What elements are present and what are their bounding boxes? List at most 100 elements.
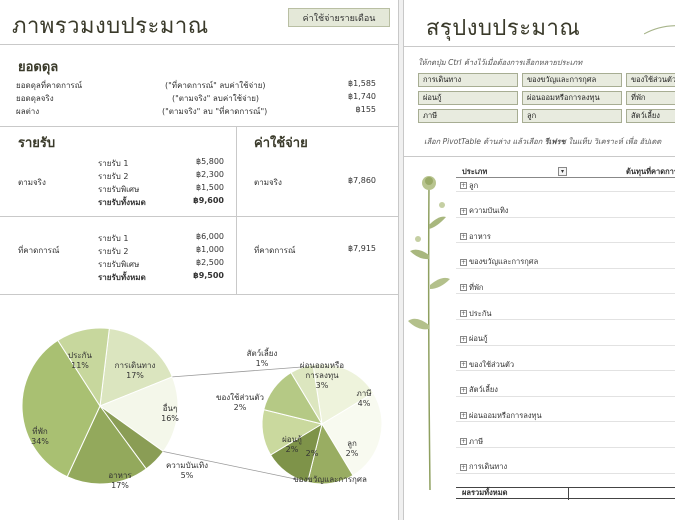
expand-icon[interactable]: + xyxy=(460,438,467,445)
pivot-row-label: ผ่อนกู้ xyxy=(469,334,488,344)
pivot-row[interactable]: + ลูก xyxy=(456,180,675,192)
expense-projected-value: ฿7,915 xyxy=(348,244,376,253)
pie-data-label: ภาษี 4% xyxy=(356,389,371,408)
slicer-button-gifts[interactable]: ของขวัญและการกุศล xyxy=(522,73,622,87)
slicer-button-travel[interactable]: การเดินทาง xyxy=(418,73,518,87)
pie-slice xyxy=(99,328,174,407)
expand-icon[interactable]: + xyxy=(460,361,467,369)
pie-slice xyxy=(98,376,179,453)
pie-data-label: ที่พัก 34% xyxy=(31,425,49,446)
income-row-label: รายรับพิเศษ xyxy=(98,185,140,194)
leaf-decoration-icon xyxy=(644,25,675,35)
slicer-button-loans[interactable]: ผ่อนกู้ xyxy=(418,91,518,105)
income-row-label: รายรับพิเศษ xyxy=(98,260,140,269)
expand-icon[interactable]: + xyxy=(460,207,467,215)
pie-data-label: ผ่อนออมหรือการลงทุน 3% xyxy=(300,361,344,390)
income-total-value: ฿9,600 xyxy=(193,196,224,205)
expand-icon[interactable]: + xyxy=(460,258,467,266)
income-row-label: รายรับ 1 xyxy=(98,234,129,243)
divider xyxy=(568,488,569,500)
pie-slice xyxy=(312,363,375,425)
pivot-row[interactable]: + อาหาร xyxy=(456,231,675,244)
balance-row-value: ฿1,585 xyxy=(348,79,376,88)
balance-row-formula: ("ที่คาดการณ์" ลบค่าใช้จ่าย) xyxy=(165,81,266,90)
income-row-value: ฿5,800 xyxy=(196,157,224,166)
pivot-row[interactable]: + ผ่อนออมหรือการลงทุน xyxy=(456,410,675,423)
summary-title: สรุปงบประมาณ xyxy=(426,16,581,41)
pie-slice xyxy=(290,364,323,425)
expense-heading: ค่าใช้จ่าย xyxy=(254,136,308,151)
income-total-label: รายรับทั้งหมด xyxy=(98,198,146,207)
pie-data-label: อื่นๆ 16% xyxy=(161,402,179,423)
connector-line xyxy=(163,451,301,481)
pivot-row[interactable]: + ภาษี xyxy=(456,436,675,448)
pivot-row[interactable]: + สัตว์เลี้ยง xyxy=(456,385,675,397)
pie-slice xyxy=(66,405,147,485)
income-row-label: รายรับ 2 xyxy=(98,247,129,256)
pivot-header: ประเภท ▾ ต้นทุนที่คาดการ xyxy=(456,166,675,178)
expense-actual-value: ฿7,860 xyxy=(348,176,376,185)
expand-icon[interactable]: + xyxy=(460,182,467,189)
pivot-row[interactable]: + ความบันเทิง xyxy=(456,206,675,218)
expand-icon[interactable]: + xyxy=(460,386,467,394)
pivot-row[interactable]: + ที่พัก xyxy=(456,282,675,295)
balance-row-value: ฿1,740 xyxy=(348,92,376,101)
income-row-value: ฿1,000 xyxy=(196,245,224,254)
income-actual-label: ตามจริง xyxy=(18,178,46,187)
expand-icon[interactable]: + xyxy=(460,310,467,317)
pie-slice xyxy=(21,339,101,478)
balance-row-label: ยอดดุลจริง xyxy=(16,94,54,103)
income-row-value: ฿6,000 xyxy=(196,232,224,241)
pivot-row-label: ความบันเทิง xyxy=(469,206,509,216)
divider xyxy=(404,156,675,157)
pie-data-label: 2% xyxy=(306,449,319,458)
divider xyxy=(0,216,398,217)
divider xyxy=(236,126,237,294)
pie-slice xyxy=(57,327,110,408)
expand-icon[interactable]: + xyxy=(460,463,467,471)
pivot-total-row: ผลรวมทั้งหมด xyxy=(456,487,675,500)
pie-data-label: การเดินทาง 17% xyxy=(115,361,156,380)
expand-icon[interactable]: + xyxy=(460,233,467,241)
slicer-button-personal[interactable]: ของใช้ส่วนตัว xyxy=(626,73,675,87)
pivot-row[interactable]: + ผ่อนกู้ xyxy=(456,334,675,346)
page-title: ภาพรวมงบประมาณ xyxy=(12,14,209,39)
expand-icon[interactable]: + xyxy=(460,284,467,292)
monthly-expense-button[interactable]: ค่าใช้จ่ายรายเดือน xyxy=(288,8,390,27)
pivot-row[interactable]: + การเดินทาง xyxy=(456,462,675,474)
slicer-button-housing[interactable]: ที่พัก xyxy=(626,91,675,105)
expand-icon[interactable]: + xyxy=(460,412,467,420)
pie-data-label: ของขวัญและการกุศล xyxy=(293,475,367,484)
divider xyxy=(404,46,675,47)
sheet-separator xyxy=(398,0,404,520)
pie-data-label: ลูก 2% xyxy=(346,439,359,458)
expense-actual-label: ตามจริง xyxy=(254,178,282,187)
pivot-row-label: ของขวัญและการกุศล xyxy=(469,257,539,267)
divider xyxy=(0,294,398,295)
income-row-value: ฿2,500 xyxy=(196,258,224,267)
budget-overview-sheet: ภาพรวมงบประมาณ ค่าใช้จ่ายรายเดือน ยอดดุล… xyxy=(0,8,398,490)
income-total-value: ฿9,500 xyxy=(193,271,224,280)
balance-row-label: ผลต่าง xyxy=(16,107,40,116)
expense-projected-label: ที่คาดการณ์ xyxy=(254,246,296,255)
pie-data-label: ของใช้ส่วนตัว 2% xyxy=(216,393,264,412)
balance-row-formula: ("ตามจริง" ลบค่าใช้จ่าย) xyxy=(172,94,260,103)
slicer-button-taxes[interactable]: ภาษี xyxy=(418,109,518,123)
slicer-button-pets[interactable]: สัตว์เลี้ยง xyxy=(626,109,675,123)
expand-icon[interactable]: + xyxy=(460,335,467,343)
pie-data-label: ผ่อนกู้ 2% xyxy=(282,435,302,454)
pivot-row-label: ประกัน xyxy=(469,308,492,318)
income-heading: รายรับ xyxy=(18,136,56,151)
filter-dropdown-icon[interactable]: ▾ xyxy=(558,167,567,176)
flower-decoration-icon xyxy=(408,176,450,491)
pivot-hint: เลือก PivotTable ด้านล่าง แล้วเลือก รีเฟ… xyxy=(424,137,662,146)
pivot-row-label: ภาษี xyxy=(469,436,484,446)
income-row-label: รายรับ 1 xyxy=(98,159,129,168)
slicer-button-savings[interactable]: ผ่อนออมหรือการลงทุน xyxy=(522,91,622,105)
balance-row-label: ยอดดุลที่คาดการณ์ xyxy=(16,81,83,90)
pivot-row[interactable]: + ประกัน xyxy=(456,308,675,320)
pivot-row-label: อาหาร xyxy=(469,231,491,241)
slicer-button-children[interactable]: ลูก xyxy=(522,109,622,123)
pivot-row[interactable]: + ของใช้ส่วนตัว xyxy=(456,359,675,372)
pivot-row[interactable]: + ของขวัญและการกุศล xyxy=(456,257,675,269)
